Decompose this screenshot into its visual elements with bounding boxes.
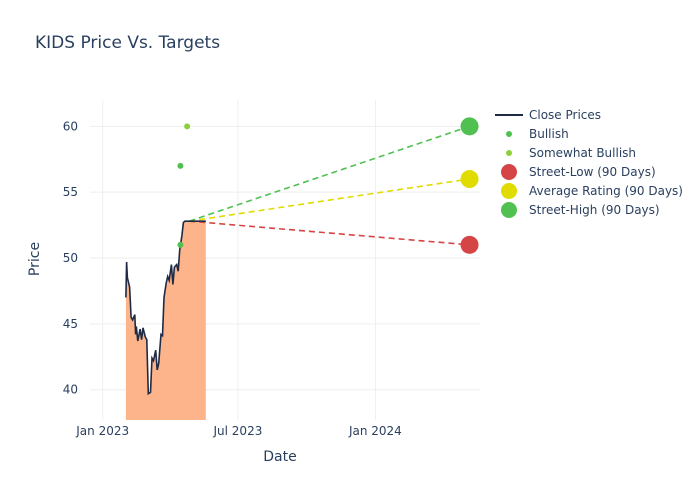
legend-swatch [501, 164, 517, 180]
legend-swatch [506, 131, 512, 137]
legend-item[interactable]: Bullish [506, 127, 569, 141]
average-rating-marker [460, 170, 479, 189]
x-tick-label: Jul 2023 [213, 424, 263, 438]
legend-item[interactable]: Street-High (90 Days) [501, 202, 660, 218]
bullish-point [177, 162, 184, 169]
legend-label: Average Rating (90 Days) [529, 184, 683, 198]
x-axis-label: Date [263, 449, 296, 465]
x-tick-label: Jan 2024 [348, 424, 402, 438]
close-price-line [125, 220, 206, 396]
legend-label: Street-Low (90 Days) [529, 165, 656, 179]
x-tick-label: Jan 2023 [75, 424, 129, 438]
chart-title: KIDS Price Vs. Targets [35, 33, 221, 53]
average-rating-line [189, 178, 470, 222]
legend-label: Street-High (90 Days) [529, 203, 660, 217]
target-lines [189, 125, 470, 246]
legend-swatch [501, 202, 517, 218]
legend-label: Close Prices [529, 108, 601, 122]
legend-swatch [501, 183, 517, 199]
legend[interactable]: Close Prices Bullish Somewhat Bullish Stree… [495, 108, 683, 218]
legend-swatch [506, 150, 512, 156]
street-high-marker [460, 117, 479, 136]
y-axis-label: Price [27, 242, 43, 276]
y-tick-label: 40 [63, 383, 78, 397]
y-tick-label: 50 [63, 251, 78, 265]
legend-item[interactable]: Close Prices [495, 108, 601, 122]
somewhat-bullish-point [184, 123, 191, 130]
y-tick-label: 60 [63, 119, 78, 133]
street-low-marker [460, 235, 479, 254]
y-tick-label: 45 [63, 317, 78, 331]
legend-item[interactable]: Somewhat Bullish [506, 146, 636, 160]
legend-item[interactable]: Street-Low (90 Days) [501, 164, 656, 180]
bullish-point [177, 241, 184, 248]
y-tick-label: 55 [63, 185, 78, 199]
axis-ticks: 40 45 50 55 60 Jan 2023 Jul 2023 Jan 2024 [63, 119, 402, 438]
close-price-area [125, 221, 206, 420]
rating-markers [177, 117, 479, 254]
legend-item[interactable]: Average Rating (90 Days) [501, 183, 683, 199]
gridlines [90, 100, 480, 420]
legend-label: Bullish [529, 127, 569, 141]
street-high-line [189, 125, 470, 222]
legend-label: Somewhat Bullish [529, 146, 636, 160]
street-low-line [189, 220, 470, 246]
